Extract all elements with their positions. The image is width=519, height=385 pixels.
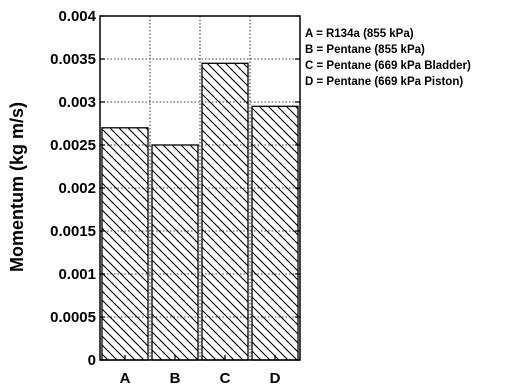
y-tick-label: 0.0015 xyxy=(50,223,96,240)
y-axis-label: Momentum (kg m/s) xyxy=(7,102,27,272)
y-tick-label: 0.002 xyxy=(58,180,96,197)
y-axis-tick-labels: 0 0.0005 0.001 0.0015 0.002 0.0025 0.003 0.0035… xyxy=(50,8,97,369)
bar-C xyxy=(201,62,249,361)
x-axis-tick-labels: A B C D xyxy=(120,370,281,385)
bars xyxy=(101,62,299,361)
legend-entry: A = R134a (855 kPa) xyxy=(305,28,414,40)
legend: A = R134a (855 kPa) B = Pentane (855 kPa)… xyxy=(305,28,471,88)
bar-B xyxy=(151,144,199,361)
y-tick-label: 0.004 xyxy=(58,8,96,25)
x-tick-label: C xyxy=(220,370,231,385)
y-tick-label: 0 xyxy=(88,352,96,369)
x-tick-label: A xyxy=(120,370,131,385)
x-tick-label: D xyxy=(270,370,281,385)
legend-entry: D = Pentane (669 kPa Piston) xyxy=(305,76,463,88)
legend-entry: B = Pentane (855 kPa) xyxy=(305,44,425,56)
y-tick-label: 0.0035 xyxy=(50,51,96,68)
y-tick-label: 0.001 xyxy=(58,266,96,283)
bar-D xyxy=(251,105,299,361)
y-tick-label: 0.0025 xyxy=(50,137,96,154)
x-tick-label: B xyxy=(170,370,181,385)
y-tick-label: 0.003 xyxy=(58,94,96,111)
grid-lines xyxy=(100,16,300,360)
tick-marks xyxy=(100,15,300,361)
y-tick-label: 0.0005 xyxy=(50,309,96,326)
bar-A xyxy=(101,127,149,361)
legend-entry: C = Pentane (669 kPa Bladder) xyxy=(305,60,471,72)
